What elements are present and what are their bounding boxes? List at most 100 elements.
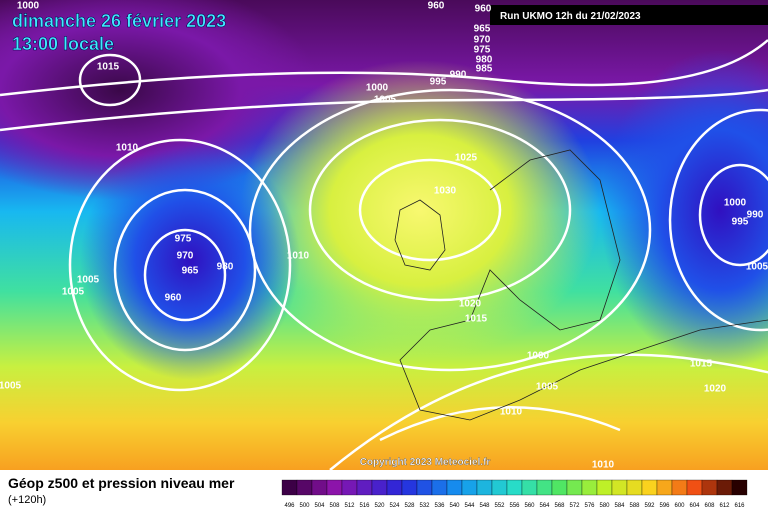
scale-swatch — [416, 479, 433, 496]
map-time: 13:00 locale — [12, 34, 114, 54]
isobar-label: 1005 — [0, 381, 22, 392]
isobar-label: 1010 — [287, 251, 310, 262]
isobar-label: 1005 — [77, 275, 100, 286]
isobar-label: 1010 — [116, 143, 139, 154]
scale-swatch — [506, 479, 523, 496]
isobar-label: 975 — [474, 45, 491, 56]
trough — [0, 0, 320, 200]
scale-label: 584 — [614, 503, 625, 509]
scale-swatch — [581, 479, 598, 496]
scale-label: 504 — [314, 503, 325, 509]
scale-label: 512 — [344, 503, 355, 509]
run-box — [490, 5, 768, 25]
scale-swatch — [671, 479, 688, 496]
scale-label: 592 — [644, 503, 655, 509]
scale-label: 612 — [719, 503, 730, 509]
scale-label: 508 — [329, 503, 340, 509]
scale-label: 596 — [659, 503, 670, 509]
scale-swatch — [341, 479, 358, 496]
scale-swatch — [716, 479, 733, 496]
isobar-label: 1015 — [690, 359, 713, 370]
low-center — [80, 140, 300, 380]
isobar-label: 970 — [177, 251, 194, 262]
isobar-label: 1015 — [97, 62, 120, 73]
isobar-label: 980 — [476, 55, 493, 66]
scale-swatch — [656, 479, 673, 496]
isobar-label: 985 — [476, 64, 493, 75]
coastlines — [394, 149, 768, 421]
scale-swatch — [431, 479, 448, 496]
isobars — [0, 39, 768, 471]
isobar-label: 1000 — [724, 198, 747, 209]
scale-label: 608 — [704, 503, 715, 509]
isobar-label: 975 — [175, 234, 192, 245]
scale-label: 572 — [569, 503, 580, 509]
scale-label: 600 — [674, 503, 685, 509]
isobar-label: 1015 — [465, 314, 488, 325]
scale-label: 532 — [419, 503, 430, 509]
isobar-label: 960 — [475, 4, 492, 15]
scale-label: 564 — [539, 503, 550, 509]
scale-label: 500 — [299, 503, 310, 509]
isobar-label: 980 — [217, 262, 234, 273]
scale-label: 496 — [284, 503, 295, 509]
scale-swatch — [356, 479, 373, 496]
legend-title: Géop z500 et pression niveau mer — [8, 475, 235, 491]
east-low — [600, 50, 768, 370]
scale-label: 536 — [434, 503, 445, 509]
scale-label: 520 — [374, 503, 385, 509]
scale-label: 576 — [584, 503, 595, 509]
scale-swatch — [491, 479, 508, 496]
scale-swatch — [731, 479, 748, 496]
copyright: Copyright 2023 Meteociel.fr — [360, 457, 491, 468]
isobar-label: 965 — [182, 266, 199, 277]
scale-label: 568 — [554, 503, 565, 509]
isobar-label: 965 — [474, 24, 491, 35]
scale-swatch — [446, 479, 463, 496]
isobar-label: 1005 — [536, 382, 559, 393]
scale-swatch — [686, 479, 703, 496]
scale-swatch — [476, 479, 493, 496]
scale-label: 544 — [464, 503, 475, 509]
isobar-label: 1005 — [62, 287, 85, 298]
scale-swatch — [521, 479, 538, 496]
isobar-label: 990 — [450, 70, 467, 81]
isobar-label: 960 — [428, 1, 445, 12]
scale-label: 516 — [359, 503, 370, 509]
scale-label: 548 — [479, 503, 490, 509]
scale-label: 528 — [404, 503, 415, 509]
isobar-label: 960 — [165, 293, 182, 304]
scale-swatch — [551, 479, 568, 496]
isobar-label: 1000 — [366, 83, 389, 94]
isobar-label: 1010 — [500, 407, 523, 418]
scale-swatch — [611, 479, 628, 496]
scale-swatch — [296, 479, 313, 496]
scale-label: 560 — [524, 503, 535, 509]
scale-label: 604 — [689, 503, 700, 509]
isobar-label: 1025 — [455, 153, 478, 164]
scale-swatch — [311, 479, 328, 496]
legend-lead: (+120h) — [8, 494, 46, 506]
isobar-label: 1000 — [17, 1, 40, 12]
scale-label: 588 — [629, 503, 640, 509]
scale-label: 540 — [449, 503, 460, 509]
scale-label: 552 — [494, 503, 505, 509]
scale-label: 580 — [599, 503, 610, 509]
map-title: dimanche 26 février 2023 — [12, 11, 226, 31]
isobar-label: 1005 — [746, 262, 768, 273]
scale-swatch — [371, 479, 388, 496]
scale-swatch — [281, 479, 298, 496]
isobar-label: 990 — [747, 210, 764, 221]
scale-label: 524 — [389, 503, 400, 509]
isobar-label: 1000 — [527, 351, 550, 362]
scale-label: 556 — [509, 503, 520, 509]
isobar-label: 1005 — [374, 95, 397, 106]
scale-swatch — [386, 479, 403, 496]
isobar-label: 970 — [474, 35, 491, 46]
isobar-label: 1020 — [459, 299, 482, 310]
scale-swatch — [326, 479, 343, 496]
isobar-label: 995 — [430, 77, 447, 88]
isobar-label: 1020 — [704, 384, 727, 395]
scale-swatch — [641, 479, 658, 496]
